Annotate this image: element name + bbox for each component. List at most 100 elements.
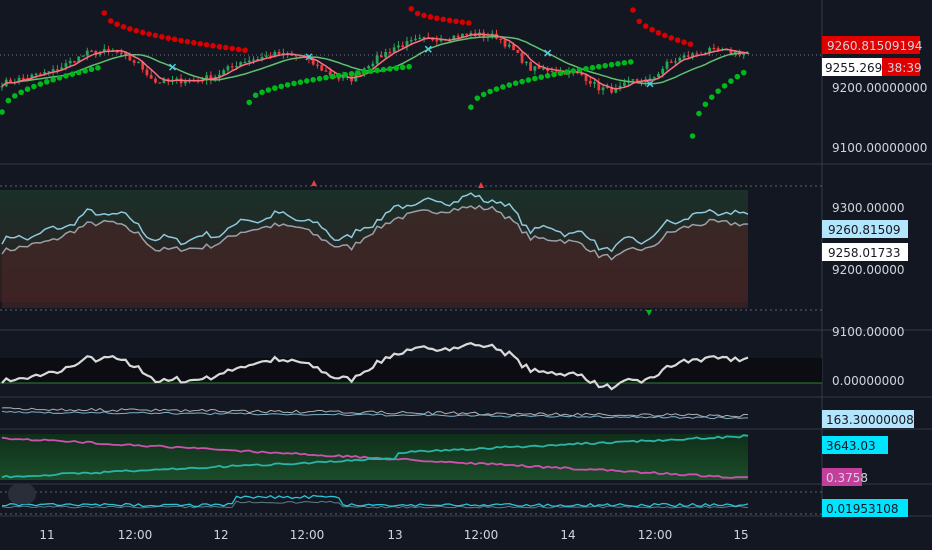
pane2-value-label: 9258.01733 <box>828 246 901 260</box>
parabolic-sar-dot <box>152 32 159 39</box>
candle-body <box>294 55 298 57</box>
parabolic-sar-dot <box>538 74 545 80</box>
indicator-c-value-label: 0.01953108 <box>826 502 899 516</box>
time-axis-label: 12:00 <box>464 528 499 542</box>
parabolic-sar-dot <box>715 88 721 94</box>
parabolic-sar-dot <box>602 62 608 69</box>
time-axis-label: 12:00 <box>118 528 153 542</box>
candle-body <box>209 75 213 80</box>
parabolic-sar-dot <box>18 89 24 96</box>
last-value-tag <box>822 36 920 54</box>
candle-body <box>162 78 166 83</box>
candle-body <box>742 52 746 55</box>
candle-body <box>307 58 311 60</box>
ma-cross-marker <box>305 53 313 61</box>
candle-body <box>320 65 324 71</box>
candle-body <box>367 66 371 69</box>
time-axis-label: 13 <box>387 528 402 542</box>
candle-body <box>695 53 699 55</box>
indicator-a-line-blue <box>1 410 749 420</box>
candle-body <box>533 66 537 71</box>
candle-body <box>512 44 515 50</box>
pane2-value-tag <box>822 220 908 238</box>
candle-body <box>465 33 469 35</box>
parabolic-sar-dot <box>702 101 709 108</box>
parabolic-sar-dot <box>589 64 596 71</box>
parabolic-sar-dot <box>696 110 702 117</box>
candle-body <box>56 69 59 71</box>
parabolic-sar-dot <box>393 65 400 71</box>
parabolic-sar-dot <box>272 85 278 91</box>
candle-body <box>614 88 618 93</box>
parabolic-sar-dot <box>278 83 285 90</box>
candle-body <box>746 52 750 55</box>
grey-price-line <box>1 204 749 261</box>
candle-body <box>260 56 264 60</box>
parabolic-sar-dot <box>636 18 643 25</box>
tradingview-logo-icon[interactable] <box>8 484 36 504</box>
parabolic-sar-dot <box>297 79 304 85</box>
parabolic-sar-dot <box>721 83 728 89</box>
parabolic-sar-dot <box>310 76 316 83</box>
last-value-label: 9260.81509194 <box>827 39 922 53</box>
parabolic-sar-dot <box>223 44 229 51</box>
candle-body <box>128 54 132 61</box>
parabolic-sar-dot <box>487 88 493 95</box>
candle-body <box>414 38 417 41</box>
candle-body <box>397 45 400 48</box>
parabolic-sar-dot <box>50 76 56 83</box>
parabolic-sar-dot <box>75 69 82 76</box>
parabolic-sar-dot <box>120 23 127 30</box>
countdown-tag <box>882 58 920 76</box>
parabolic-sar-dot <box>165 35 172 41</box>
fast-moving-average-line <box>1 33 749 90</box>
parabolic-sar-dot <box>662 32 668 39</box>
candle-body <box>337 78 341 80</box>
candle-body <box>422 37 426 39</box>
parabolic-sar-dot <box>525 77 532 83</box>
time-axis-label: 14 <box>560 528 575 542</box>
parabolic-sar-dot <box>69 71 76 77</box>
indicator-b-value-label: 0.3758 <box>826 471 868 485</box>
parabolic-sar-dot <box>512 80 519 87</box>
parabolic-sar-dot <box>348 70 355 77</box>
parabolic-sar-dot <box>740 69 747 76</box>
parabolic-sar-dot <box>570 68 577 74</box>
parabolic-sar-dot <box>465 20 472 26</box>
parabolic-sar-dot <box>734 73 741 80</box>
time-axis-label: 15 <box>733 528 748 542</box>
price-axis-tick-label: 9100.00000000 <box>832 141 927 155</box>
candle-body <box>341 76 345 79</box>
candle-body <box>648 78 652 80</box>
candle-body <box>503 40 507 47</box>
indicator-c-line-cyan <box>2 494 749 508</box>
candle-body <box>77 56 81 63</box>
parabolic-sar-dot <box>355 70 361 76</box>
parabolic-sar-dot <box>0 109 5 115</box>
parabolic-sar-dot <box>303 78 310 84</box>
parabolic-sar-dot <box>82 68 88 74</box>
parabolic-sar-dot <box>500 84 506 90</box>
indicator-b-value-tag <box>822 436 888 454</box>
parabolic-sar-dot <box>316 75 323 82</box>
ma-cross-marker <box>544 49 552 57</box>
countdown-label: 38:39 <box>887 61 922 75</box>
candle-body <box>674 61 677 63</box>
parabolic-sar-dot <box>453 18 459 25</box>
candle-body <box>622 82 626 86</box>
parabolic-sar-dot <box>197 40 204 47</box>
candle-body <box>371 63 375 67</box>
candle-body <box>618 85 622 89</box>
candle-body <box>686 55 690 57</box>
candle-body <box>81 55 85 57</box>
candle-body <box>243 61 247 64</box>
candle-body <box>124 52 128 55</box>
parabolic-sar-dot <box>681 39 687 46</box>
candle-body <box>541 68 545 70</box>
candle-body <box>9 79 12 83</box>
candle-body <box>401 45 405 47</box>
candle-body <box>712 47 716 50</box>
price-area-fill <box>2 205 748 308</box>
time-axis-label: 12:00 <box>638 528 673 542</box>
